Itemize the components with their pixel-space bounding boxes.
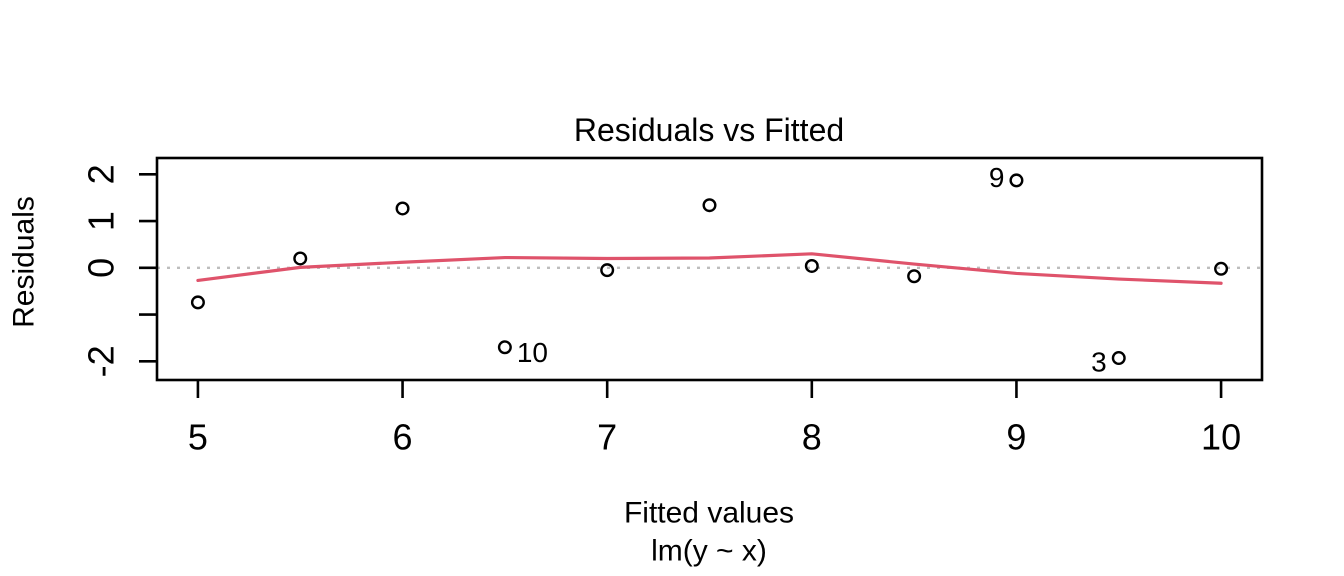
x-tick-label: 6 [393, 417, 413, 458]
data-point [907, 269, 922, 284]
x-tick-label: 5 [188, 417, 208, 458]
data-point [1111, 351, 1126, 366]
data-point [293, 251, 308, 266]
y-tick-label: 0 [81, 258, 122, 278]
point-label: 3 [1091, 347, 1107, 378]
data-point [1214, 261, 1229, 276]
y-tick-label: -2 [81, 345, 122, 377]
data-point [600, 263, 615, 278]
point-label: 10 [517, 337, 548, 368]
x-tick-label: 9 [1006, 417, 1026, 458]
x-tick-label: 8 [802, 417, 822, 458]
y-tick-label: 2 [81, 164, 122, 184]
x-tick-label: 7 [597, 417, 617, 458]
model-caption: lm(y ~ x) [651, 535, 767, 568]
smoother-line [196, 252, 1223, 285]
point-label: 9 [989, 162, 1005, 193]
data-points-layer [190, 173, 1229, 366]
smoother-line-layer [196, 252, 1223, 285]
data-point [497, 340, 512, 355]
y-axis-label: Residuals [8, 196, 41, 328]
data-point [702, 198, 717, 213]
y-tick-label: 1 [81, 211, 122, 231]
data-point [1009, 173, 1024, 188]
x-axis-label: Fitted values [624, 497, 794, 530]
data-point [190, 295, 205, 310]
x-tick-label: 10 [1201, 417, 1241, 458]
data-point [804, 258, 819, 273]
point-labels-layer: 10 9 3 [517, 162, 1107, 378]
chart-title: Residuals vs Fitted [574, 112, 844, 148]
data-point [395, 201, 410, 216]
